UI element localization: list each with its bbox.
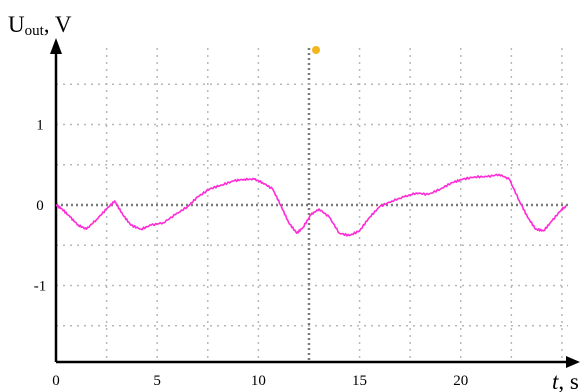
series-layer	[55, 173, 567, 237]
y-tick-label: 1	[36, 117, 44, 133]
x-tick-label: 15	[352, 373, 367, 389]
y-axis-arrow	[50, 38, 62, 54]
series-line	[55, 173, 567, 237]
trigger-marker	[312, 46, 320, 54]
x-tick-label: 0	[52, 373, 60, 389]
x-tick-label: 5	[153, 373, 161, 389]
y-axis-title: Uout, V	[8, 12, 72, 39]
x-tick-label: 20	[453, 373, 468, 389]
x-axis-arrow	[566, 356, 580, 368]
y-tick-label: -1	[34, 279, 47, 295]
x-tick-label: 10	[251, 373, 266, 389]
grid	[56, 48, 568, 362]
y-tick-label: 0	[36, 198, 44, 214]
axes	[50, 38, 580, 368]
x-axis-title: t, s	[552, 369, 579, 392]
